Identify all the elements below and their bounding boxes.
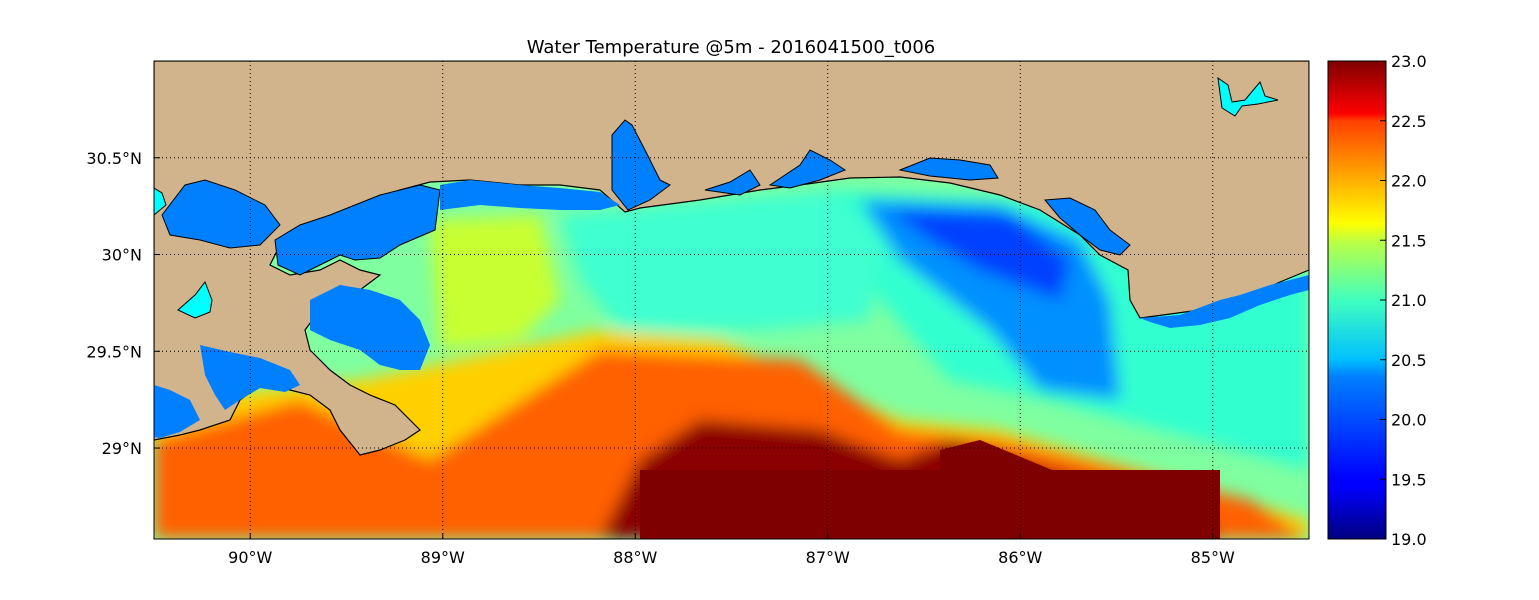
x-axis: 90°W 89°W 88°W 87°W 86°W 85°W (228, 533, 1235, 567)
colorbar-tick-label: 22.0 (1391, 172, 1427, 191)
field-core-red (940, 440, 1215, 539)
lake-pontchartrain (161, 179, 281, 249)
mobile-bay (611, 119, 671, 211)
apalachicola-area (1043, 197, 1131, 256)
y-tick-label: 30.5°N (86, 149, 142, 168)
colorbar-gradient (1327, 60, 1387, 540)
field-zone-cyan-north (560, 190, 880, 330)
lake-seminole (1217, 76, 1279, 117)
x-tick-label: 89°W (421, 548, 465, 567)
colorbar-tick-label: 21.0 (1391, 291, 1427, 310)
inland-water-coastal-west (440, 180, 620, 210)
colorbar-ticks: 19.0 19.5 20.0 20.5 21.0 21.5 22.0 22.5 23.0 (1380, 52, 1427, 549)
grid-lines (154, 61, 1309, 539)
colorbar-tick-label: 19.5 (1391, 470, 1427, 489)
lake-maurepas (154, 187, 167, 216)
x-tick-label: 88°W (613, 548, 657, 567)
inland-water-terrebonne (154, 385, 200, 438)
inland-water-big-bend (1140, 275, 1309, 328)
field-zone-deep-blue (890, 210, 1070, 300)
choctawhatchee-bay (768, 149, 847, 189)
colorbar: 19.0 19.5 20.0 20.5 21.0 21.5 22.0 22.5 23.0 (1327, 52, 1427, 549)
x-tick-label: 87°W (806, 548, 850, 567)
x-tick-label: 85°W (1191, 548, 1235, 567)
field-zone-yellow-north (430, 215, 560, 350)
colorbar-tick-label: 20.0 (1391, 411, 1427, 430)
colorbar-tick-label: 20.5 (1391, 351, 1427, 370)
colorbar-tick-label: 23.0 (1391, 52, 1427, 71)
x-tick-label: 90°W (228, 548, 272, 567)
colorbar-tick-label: 22.5 (1391, 112, 1427, 131)
plot-frame (153, 60, 1310, 540)
pensacola-bay (704, 169, 761, 196)
colorbar-tick-label: 19.0 (1391, 530, 1427, 549)
x-tick-label: 86°W (998, 548, 1042, 567)
plot-area (154, 61, 1309, 539)
chart-title: Water Temperature @5m - 2016041500_t006 (527, 37, 936, 58)
colorbar-tick-label: 21.5 (1391, 231, 1427, 250)
st-andrew-bay (898, 157, 999, 181)
land-mass (154, 61, 1309, 456)
lake-salvador (177, 280, 213, 319)
y-tick-label: 29°N (102, 439, 142, 458)
inland-water-lower-delta (310, 285, 430, 370)
y-axis: 29°N 29.5°N 30°N 30.5°N (86, 149, 160, 458)
y-tick-label: 30°N (102, 246, 142, 265)
lake-borgne (274, 184, 441, 276)
y-tick-label: 29.5°N (86, 342, 142, 361)
